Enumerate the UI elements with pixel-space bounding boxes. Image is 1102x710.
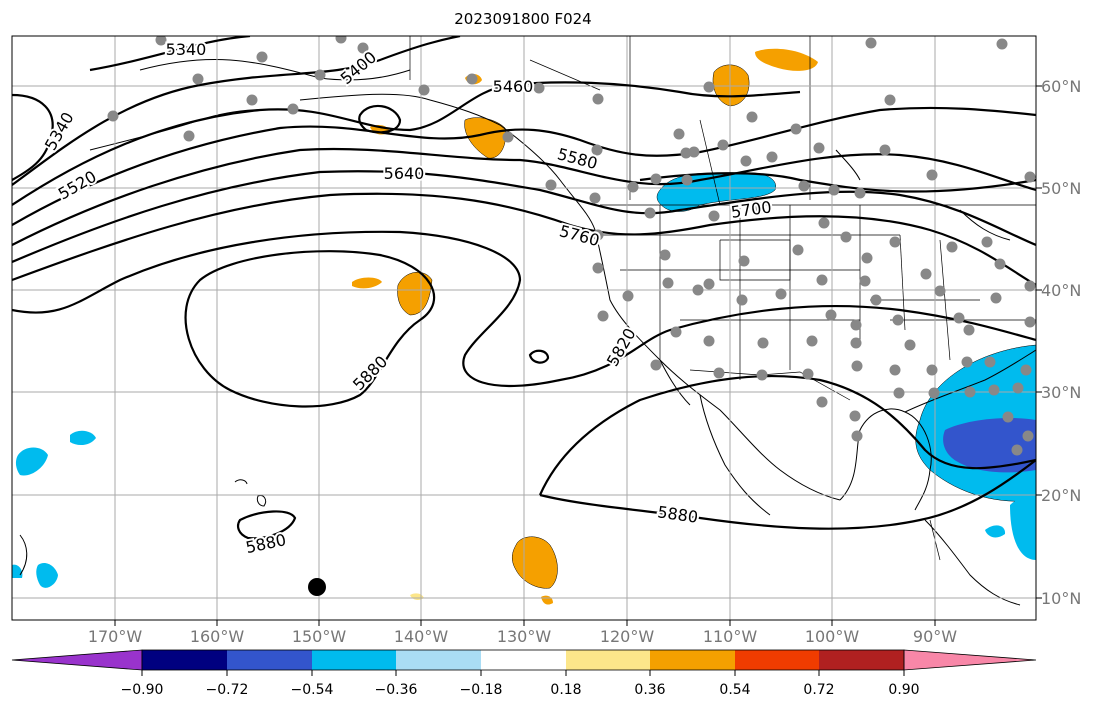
colorbar-segment (481, 650, 566, 670)
contour-label: 5340 (166, 40, 207, 59)
colorbar: −0.90 −0.72 −0.54 −0.36 −0.18 0.18 0.36 … (11, 649, 1037, 698)
colorbar-high-extend (903, 649, 1037, 671)
colorbar-segment (142, 650, 227, 670)
lon-tick-label: 100°W (805, 627, 860, 646)
lon-tick-label: 120°W (600, 627, 655, 646)
lon-tick-label: 90°W (913, 627, 957, 646)
lon-tick-label: 160°W (190, 627, 245, 646)
lat-tick-label: 10°N (1041, 589, 1081, 608)
station-markers (107, 36, 1036, 456)
colorbar-tick-label: −0.72 (206, 682, 249, 698)
colorbar-segment (566, 650, 650, 670)
colorbar-tick-label: 0.54 (719, 682, 750, 698)
contour-label: 5640 (384, 164, 425, 183)
colorbar-tick-label: −0.54 (291, 682, 334, 698)
lat-tick-label: 40°N (1041, 281, 1081, 300)
lat-tick-label: 50°N (1041, 179, 1081, 198)
lon-axis (114, 620, 936, 626)
colorbar-segment (735, 650, 819, 670)
map-panel: 5340 5340 5400 5460 5520 5580 5640 5700 … (12, 36, 1036, 620)
lat-tick-labels: 60°N 50°N 40°N 30°N 20°N 10°N (1041, 77, 1081, 608)
colorbar-segment (312, 650, 396, 670)
colorbar-segment (819, 650, 904, 670)
lat-axis (1036, 85, 1042, 599)
lat-tick-label: 20°N (1041, 486, 1081, 505)
colorbar-tick-label: 0.72 (803, 682, 834, 698)
lon-tick-label: 150°W (292, 627, 347, 646)
lat-tick-label: 60°N (1041, 77, 1081, 96)
colorbar-segment (227, 650, 312, 670)
colorbar-low-extend (11, 649, 143, 671)
location-marker (308, 578, 326, 596)
colorbar-tick-label: 0.18 (550, 682, 581, 698)
coastlines (19, 59, 1036, 606)
lon-tick-label: 140°W (394, 627, 449, 646)
figure-title: 2023091800 F024 (454, 10, 591, 28)
lon-tick-label: 110°W (703, 627, 758, 646)
colorbar-tick-label: −0.36 (375, 682, 418, 698)
lon-tick-label: 170°W (88, 627, 143, 646)
contour-label: 5460 (493, 77, 534, 96)
lon-tick-labels: 170°W 160°W 150°W 140°W 130°W 120°W 110°… (88, 627, 957, 646)
colorbar-tick-label: −0.18 (460, 682, 503, 698)
colorbar-segment (396, 650, 481, 670)
colorbar-tick-label: 0.36 (634, 682, 665, 698)
lon-tick-label: 130°W (497, 627, 552, 646)
colorbar-segment (650, 650, 735, 670)
colorbar-tick-label: −0.90 (121, 682, 164, 698)
lat-tick-label: 30°N (1041, 383, 1081, 402)
colorbar-tick-label: 0.90 (888, 682, 919, 698)
